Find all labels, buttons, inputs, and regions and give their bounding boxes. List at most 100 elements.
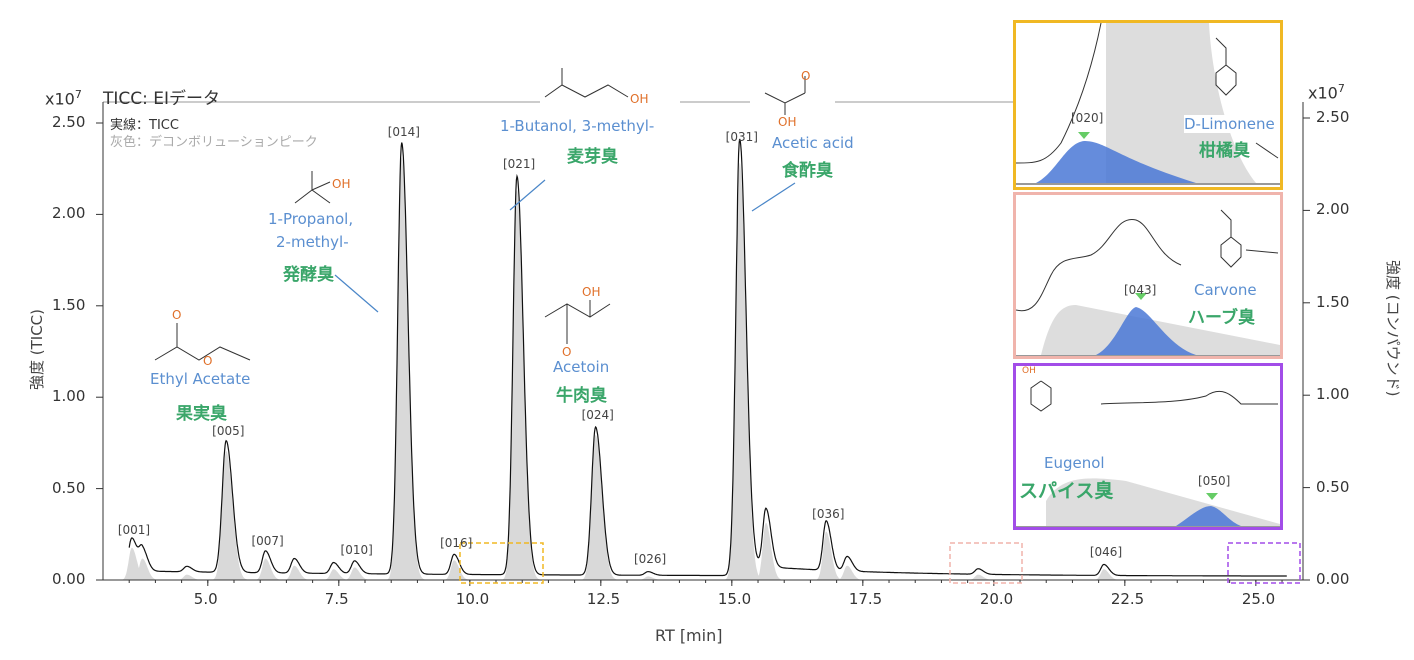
ticc-trace xyxy=(128,138,1287,577)
x-tick-label: 7.5 xyxy=(324,590,349,608)
deconvolution-peak xyxy=(820,565,890,580)
y-tick-label-right: 0.00 xyxy=(1316,570,1350,588)
inset-eugenol: OH [050] Eugenol スパイス臭 xyxy=(1013,363,1283,530)
peak-label: [024] xyxy=(581,407,614,422)
deconvolution-peak xyxy=(427,560,497,580)
compound-name-isoamyl-alcohol: 1-Butanol, 3-methyl- xyxy=(500,117,655,135)
deconvolution-peak xyxy=(160,574,229,580)
y-tick-label: 2.50 xyxy=(52,113,86,131)
inset-limonene-plot xyxy=(1016,23,1280,185)
x-tick-label: 20.0 xyxy=(979,590,1014,608)
y-tick-label: 1.50 xyxy=(52,295,86,314)
deconvolution-peak xyxy=(328,567,397,580)
deconvolution-peak xyxy=(799,531,869,580)
odor-label-citrus: 柑橘臭 xyxy=(1199,141,1250,161)
svg-text:OH: OH xyxy=(778,115,796,128)
y-multiplier-right: x107 xyxy=(1308,82,1345,103)
svg-text:O: O xyxy=(562,345,571,357)
zoom-region-box xyxy=(1227,542,1301,584)
annotation-arrow xyxy=(751,182,796,212)
peak-label: [026] xyxy=(633,552,667,567)
x-tick-label: 25.0 xyxy=(1241,590,1276,608)
peak-label: [021] xyxy=(502,157,536,172)
y-multiplier: x107 xyxy=(45,88,82,109)
svg-text:O: O xyxy=(203,354,212,365)
inset-limonene: [020] D-Limonene 柑橘臭 xyxy=(1013,20,1283,190)
odor-label-herb: ハーブ臭 xyxy=(1188,308,1255,328)
svg-text:OH: OH xyxy=(332,177,350,191)
compound-name-carvone: Carvone xyxy=(1194,281,1257,299)
isobutanol-structure-icon: OH xyxy=(294,171,350,204)
x-tick-label: 5.0 xyxy=(193,590,218,608)
deconvolution-peak xyxy=(951,574,1021,580)
peak-label: [031] xyxy=(725,130,758,145)
inset-carvone: [043] Carvone ハーブ臭 xyxy=(1013,192,1283,359)
deconvolution-peak xyxy=(375,157,444,580)
acetoin-structure-icon: OH O xyxy=(544,285,611,357)
peak-label-050: [050] xyxy=(1198,474,1231,488)
y-tick-label: 2.00 xyxy=(52,204,86,223)
peak-label-043: [043] xyxy=(1124,283,1157,297)
deconvolution-peak xyxy=(199,451,269,580)
y-tick-label-right: 2.00 xyxy=(1316,200,1350,219)
x-tick-label: 22.5 xyxy=(1110,590,1145,608)
compound-name-ethyl-acetate: Ethyl Acetate xyxy=(150,370,251,388)
peak-label-020: [020] xyxy=(1071,111,1104,125)
annotation-arrow xyxy=(334,274,379,313)
deconvolution-peak xyxy=(490,189,559,580)
compound-name-acetic-acid: Acetic acid xyxy=(772,134,854,152)
peak-label: [014] xyxy=(387,124,420,139)
odor-label-fruity: 果実臭 xyxy=(176,404,227,424)
peak-label: [036] xyxy=(812,506,845,521)
deconvolution-peak xyxy=(239,558,308,580)
deconvolution-peak xyxy=(739,522,808,580)
zoom-region-box xyxy=(949,542,1023,584)
deconvolution-peak xyxy=(307,569,376,580)
x-tick-label: 12.5 xyxy=(586,590,621,608)
odor-label-beef: 牛肉臭 xyxy=(556,386,607,406)
chart-title: TICC: EIデータ xyxy=(103,89,221,109)
y-tick-label-right: 1.00 xyxy=(1316,385,1350,404)
y-tick-label-right: 1.50 xyxy=(1316,292,1350,311)
compound-name-eugenol: Eugenol xyxy=(1044,454,1105,472)
y-axis-label: 強度 (TICC) xyxy=(28,308,46,390)
x-tick-label: 17.5 xyxy=(848,590,883,608)
odor-label-vinegar: 食酢臭 xyxy=(782,161,833,181)
legend-gray: 灰色：デコンボリューションピーク xyxy=(110,135,318,150)
peak-label: [046] xyxy=(1089,545,1123,560)
zoom-region-box xyxy=(459,542,544,584)
deconvolution-peak xyxy=(713,162,782,580)
annotation-arrow xyxy=(509,179,546,211)
x-tick-label: 15.0 xyxy=(717,590,752,608)
deconvolution-peak xyxy=(268,565,337,580)
deconvolution-peak xyxy=(1077,569,1146,580)
compound-name-acetoin: Acetoin xyxy=(553,358,610,376)
y-tick-label: 0.00 xyxy=(52,570,86,588)
svg-text:OH: OH xyxy=(582,285,600,299)
y-tick-label-right: 0.50 xyxy=(1316,477,1350,496)
odor-label-spice: スパイス臭 xyxy=(1019,480,1114,502)
y-axis-label-right: 強度 (コンパウンド) xyxy=(1384,260,1402,397)
y-tick-label: 1.00 xyxy=(52,387,86,406)
svg-text:O: O xyxy=(801,69,810,83)
deconvolution-peak xyxy=(621,576,690,580)
odor-label-malt: 麦芽臭 xyxy=(567,147,618,167)
y-tick-label-right: 2.50 xyxy=(1316,108,1350,126)
x-axis-label: RT [min] xyxy=(655,626,723,645)
isoamyl-alcohol-structure-icon: OH xyxy=(544,68,648,106)
peak-label: [005] xyxy=(212,424,245,439)
odor-label-fermented: 発酵臭 xyxy=(283,265,334,285)
deconvolution-peak xyxy=(116,558,185,580)
peak-label: [010] xyxy=(340,543,373,558)
deconvolution-peak xyxy=(569,434,638,580)
svg-text:OH: OH xyxy=(630,92,648,106)
peak-label: [007] xyxy=(251,534,284,549)
svg-text:O: O xyxy=(172,308,181,322)
legend-solid: 実線：TICC xyxy=(110,118,179,133)
eugenol-oh: OH xyxy=(1022,366,1036,376)
peak-label: [016] xyxy=(440,535,473,550)
peak-label: [001] xyxy=(117,523,151,538)
y-tick-label: 0.50 xyxy=(52,478,86,497)
